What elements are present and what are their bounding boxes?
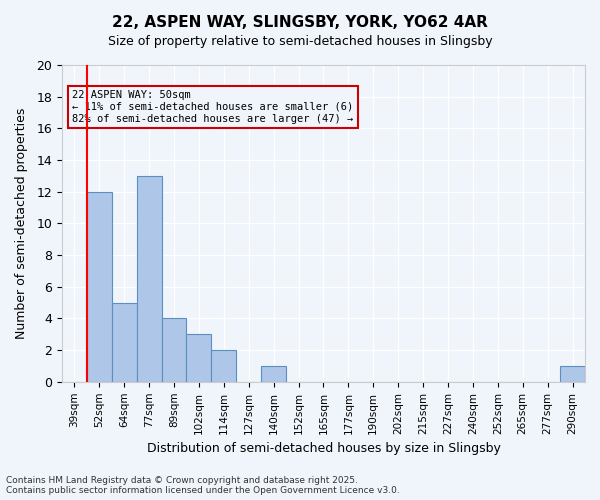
X-axis label: Distribution of semi-detached houses by size in Slingsby: Distribution of semi-detached houses by … (146, 442, 500, 455)
Bar (261, 366, 286, 382)
Bar (87, 192, 112, 382)
Bar (137, 176, 161, 382)
Bar (112, 302, 137, 382)
Text: Size of property relative to semi-detached houses in Slingsby: Size of property relative to semi-detach… (107, 35, 493, 48)
Bar (187, 334, 211, 382)
Text: 22, ASPEN WAY, SLINGSBY, YORK, YO62 4AR: 22, ASPEN WAY, SLINGSBY, YORK, YO62 4AR (112, 15, 488, 30)
Text: Contains HM Land Registry data © Crown copyright and database right 2025.
Contai: Contains HM Land Registry data © Crown c… (6, 476, 400, 495)
Y-axis label: Number of semi-detached properties: Number of semi-detached properties (15, 108, 28, 339)
Bar (211, 350, 236, 382)
Text: 22 ASPEN WAY: 50sqm
← 11% of semi-detached houses are smaller (6)
82% of semi-de: 22 ASPEN WAY: 50sqm ← 11% of semi-detach… (73, 90, 353, 124)
Bar (161, 318, 187, 382)
Bar (560, 366, 585, 382)
